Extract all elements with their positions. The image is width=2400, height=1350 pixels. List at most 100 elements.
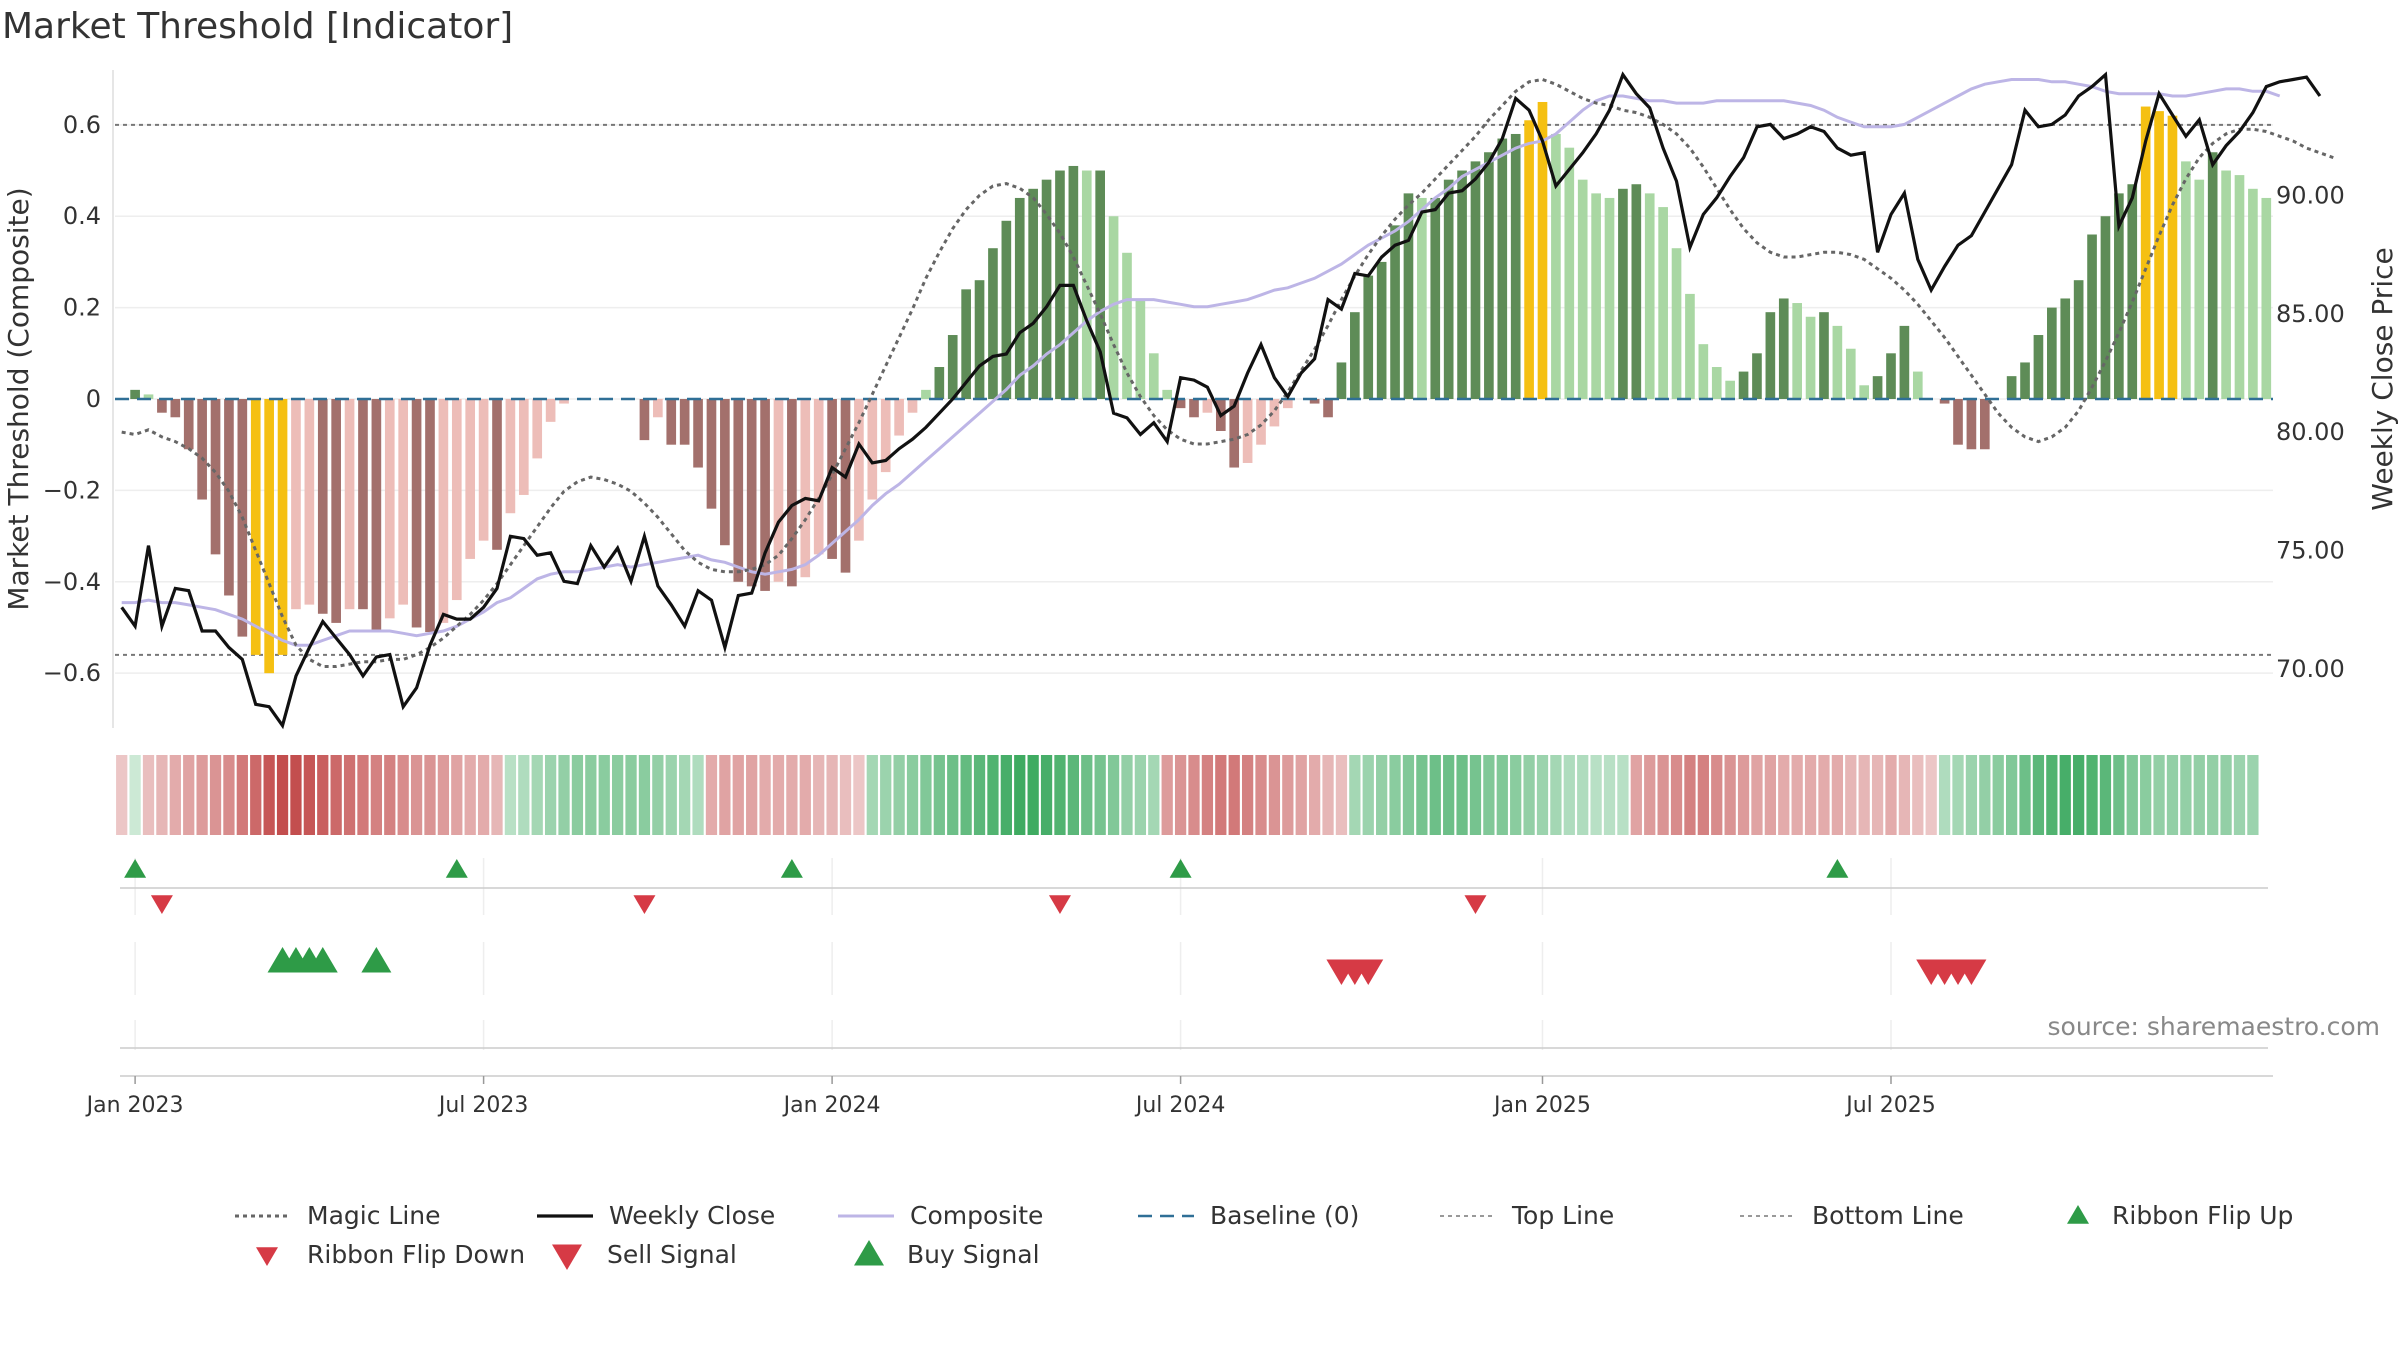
ribbon-cell [839,755,852,835]
ribbon-cell [531,755,543,835]
histogram-bar [1805,316,1816,399]
y-tick-label: 0.6 [63,111,101,139]
histogram-bar [1752,353,1762,399]
ribbon-cell [2233,755,2246,835]
ribbon-cell [1992,755,2004,835]
ribbon-flip-up-marker [124,859,147,878]
ribbon-cell [1898,755,1911,835]
histogram-bar [1256,399,1266,445]
histogram-bar [947,335,958,399]
ribbon-cell [1670,755,1683,835]
histogram-bar [760,399,770,591]
ribbon-cell [1121,755,1133,835]
ribbon-flip-up-marker [1826,859,1849,878]
ribbon-cell [2019,755,2031,835]
legend-swatch-flip-down [256,1247,278,1266]
histogram-bar [1108,216,1119,399]
ribbon-cell [1241,755,1254,835]
legend-swatch-buy [854,1240,884,1266]
ribbon-cell [1630,755,1642,835]
ribbon-cell [1469,755,1482,835]
ribbon-cell [1309,755,1321,835]
ribbon-cell [746,755,758,835]
ribbon-flip-up-marker [1169,859,1192,878]
x-tick-label: Jan 2025 [1492,1093,1591,1118]
histogram-bar [317,399,328,614]
ribbon-cell [2166,755,2179,835]
ribbon-cell [1054,755,1066,835]
histogram-bar [2140,106,2151,400]
ribbon-cell [1322,755,1334,835]
histogram-bar [170,399,181,418]
ribbon-cell [1550,755,1562,835]
histogram-bar [1577,179,1588,399]
histogram-bar [130,389,140,399]
histogram-bar [465,399,476,559]
x-tick-label: Jul 2024 [1134,1093,1226,1118]
histogram-bar [411,399,422,628]
ribbon-cell [2059,755,2071,835]
histogram-bar [1658,207,1668,399]
ribbon-cell [1724,755,1736,835]
ribbon-cell [665,755,677,835]
composite-line [121,78,2281,647]
buy-signal-marker [361,947,392,973]
histogram-bar [1189,399,1199,418]
ribbon-cell [1282,755,1294,835]
histogram-bar [1068,165,1079,399]
ribbon-cell [1107,755,1120,835]
x-tick-label: Jan 2023 [85,1093,184,1118]
ribbon-cell [1027,755,1039,835]
histogram-bar [974,280,985,399]
ribbon-cell [692,755,704,835]
histogram-bar [250,399,261,655]
ribbon-cell [1443,755,1455,835]
ribbon-cell [1228,755,1240,835]
ribbon-cell [2193,755,2205,835]
histogram-bar [331,399,341,623]
ribbon-cell [2126,755,2138,835]
histogram-bar [1738,371,1749,399]
ribbon-cell [933,755,945,835]
ribbon-cell [1483,755,1495,835]
histogram-bar [1336,362,1347,399]
histogram-bar [1028,188,1038,399]
ribbon-cell [1510,755,1522,835]
histogram-bar [1242,399,1253,463]
histogram-bar [961,289,971,399]
histogram-bar [639,399,650,441]
histogram-bar [438,399,449,623]
ribbon-cell [1335,755,1348,835]
histogram-bar [1403,193,1414,399]
histogram-bar [1175,399,1186,409]
histogram-bar [1725,380,1735,399]
ribbon-cell [317,755,329,835]
histogram-bar [1819,312,1829,399]
ribbon-cell [638,755,651,835]
legend-label: Weekly Close [609,1201,775,1230]
histogram-bar [1363,275,1374,399]
histogram-bar [1390,225,1400,399]
histogram-bar [157,399,167,413]
ribbon-flip-down-marker [633,895,656,914]
ribbon-cell [1215,755,1227,835]
histogram-bar [733,399,744,582]
histogram-bar [988,248,998,399]
histogram-bar [1872,376,1883,399]
histogram-bar [1604,197,1615,399]
histogram-bar [210,399,221,555]
legend-label: Ribbon Flip Down [307,1240,525,1269]
histogram-bar [1283,399,1293,409]
histogram-bar [425,399,435,633]
histogram-bar [854,399,864,541]
ribbon-cell [652,755,664,835]
ribbon-cell [973,755,986,835]
ribbon-cell [1764,755,1776,835]
ribbon-cell [1456,755,1468,835]
histogram-bar [1162,389,1173,399]
ribbon-flip-up-marker [445,859,468,878]
histogram-bar [384,399,395,619]
ribbon-cell [1523,755,1535,835]
histogram-bar [277,399,288,655]
ribbon-cell [1496,755,1508,835]
